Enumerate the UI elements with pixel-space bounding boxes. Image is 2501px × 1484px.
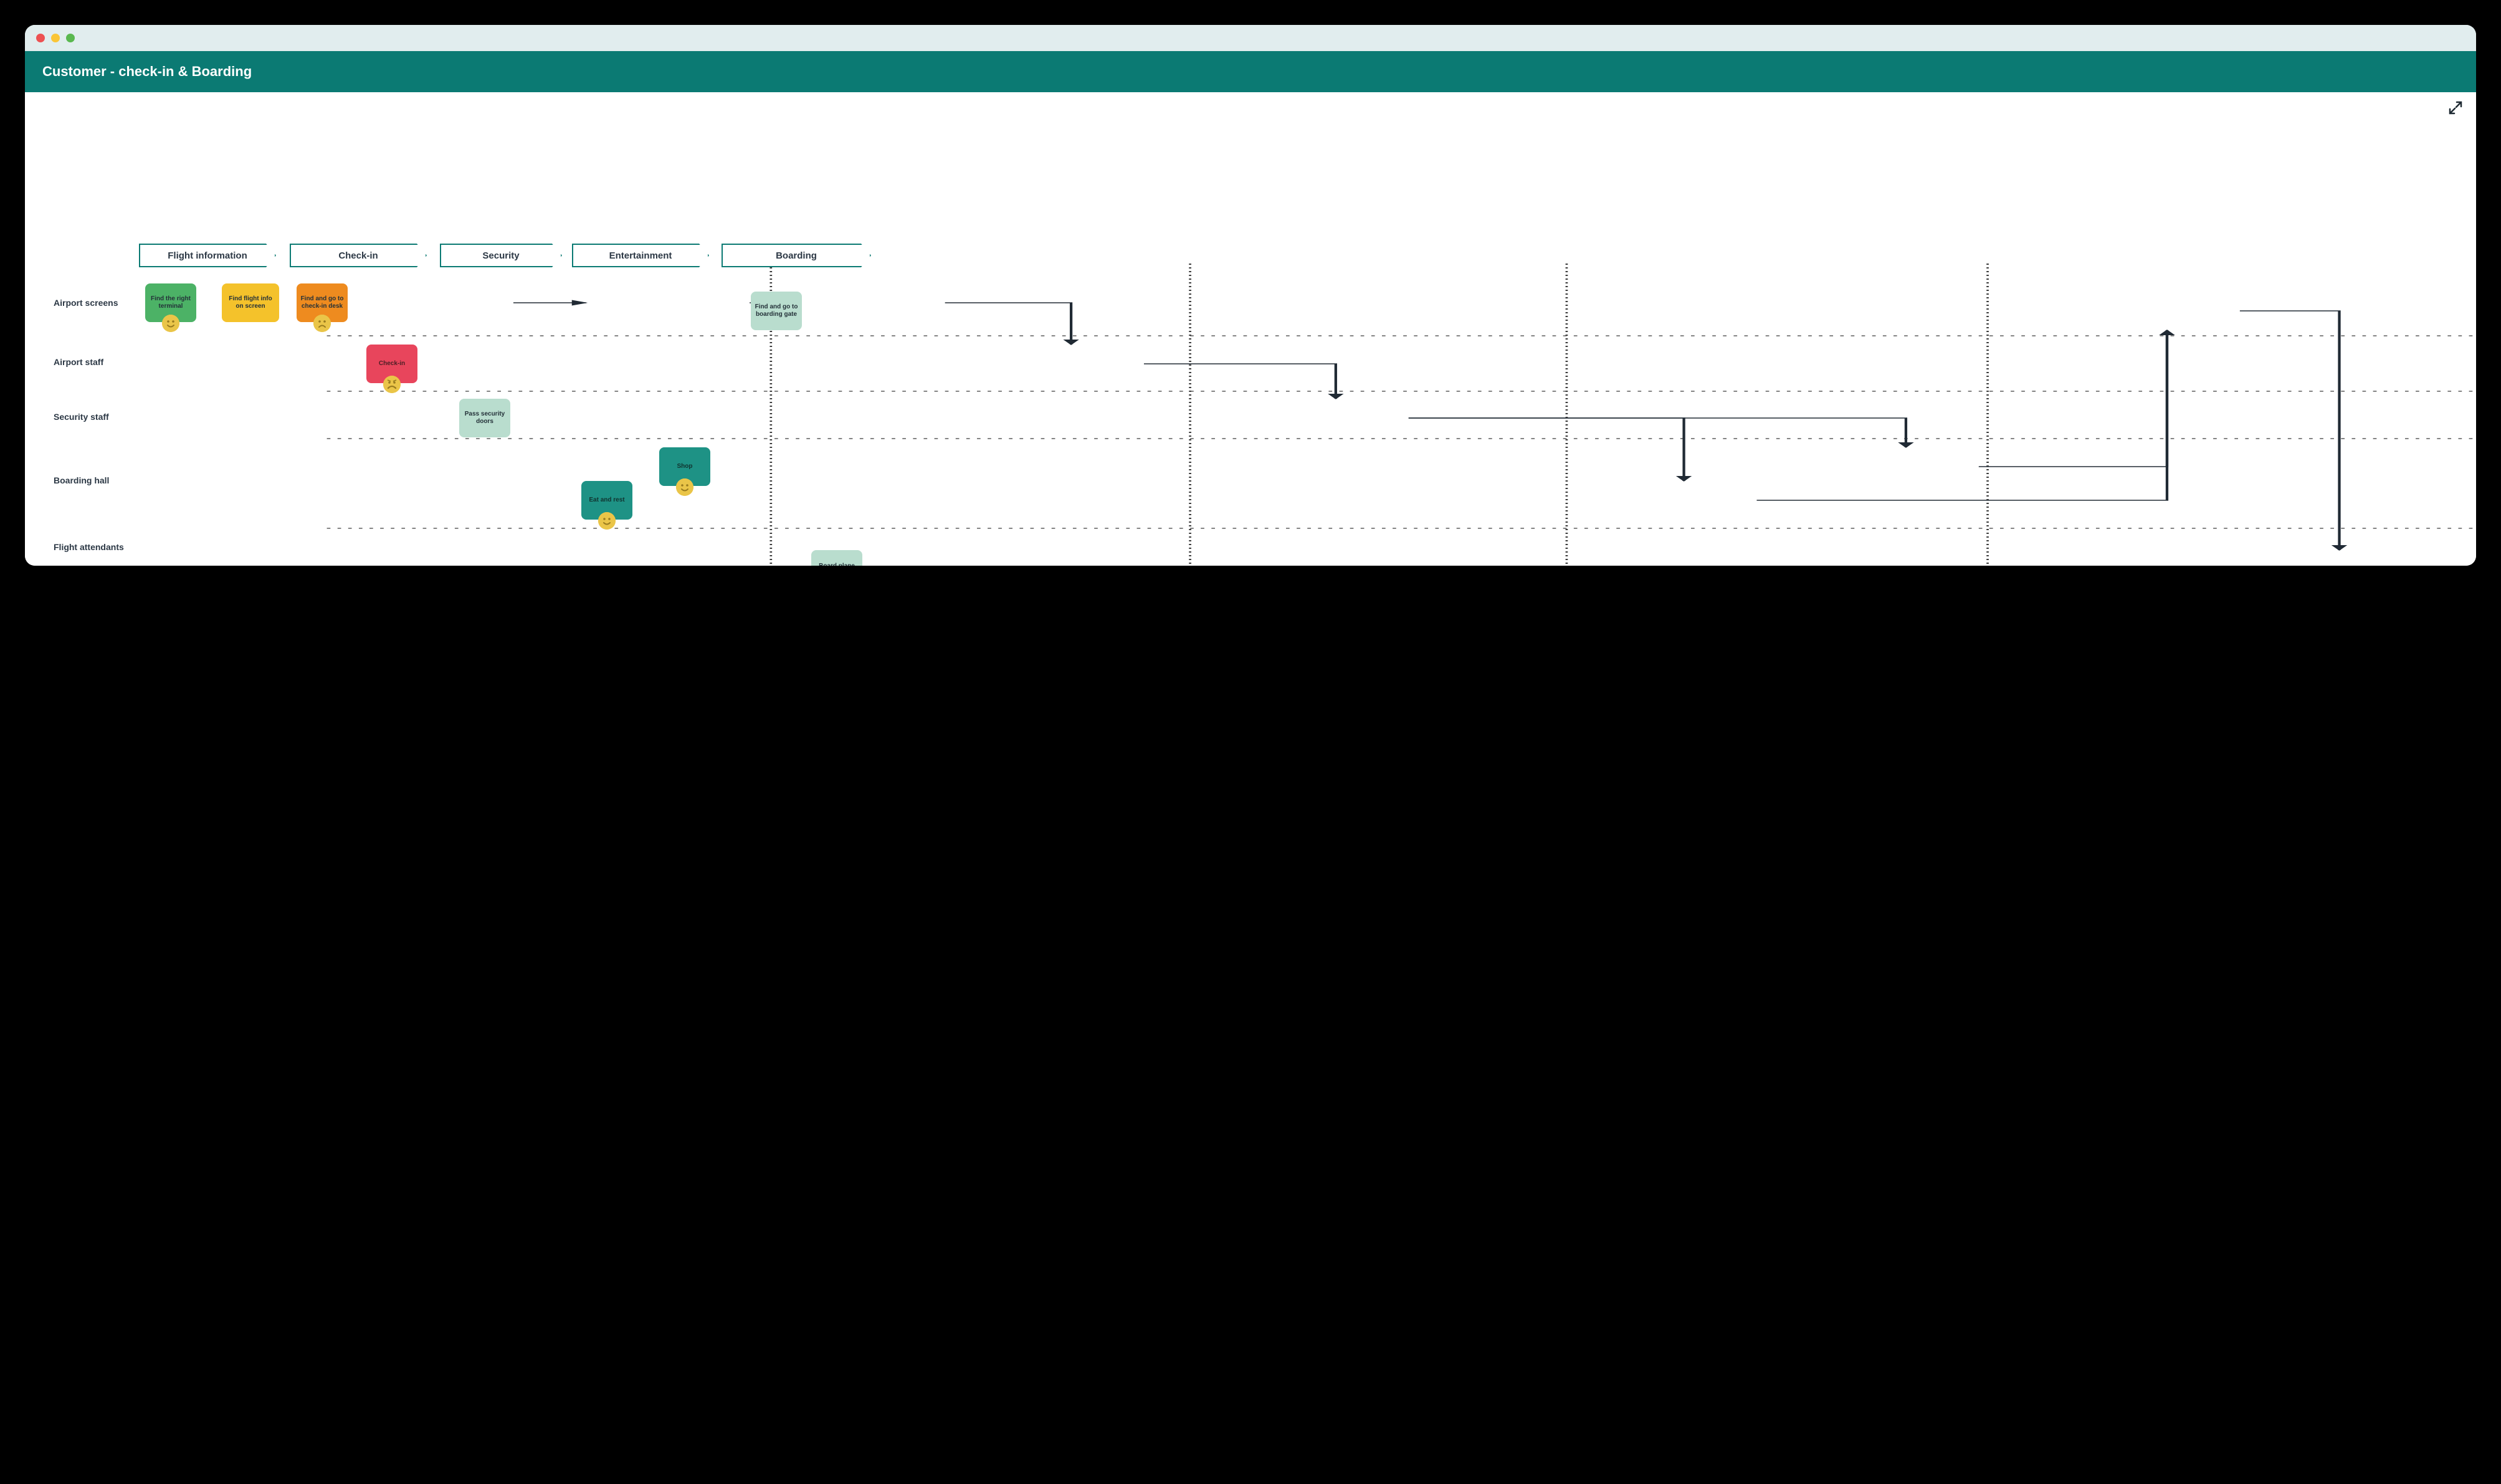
minimize-dot[interactable] [51, 34, 60, 42]
banner-title: Customer - check-in & Boarding [42, 64, 252, 79]
flow-node-n8[interactable]: Find and go to boarding gate [751, 292, 802, 330]
phase-header: Check-in [290, 244, 427, 267]
lane-label: Flight attendants [54, 542, 124, 552]
close-dot[interactable] [36, 34, 45, 42]
window-titlebar [25, 25, 2476, 51]
phase-header: Entertainment [572, 244, 709, 267]
flow-node-n9[interactable]: Board plane [811, 550, 862, 566]
phase-header: Flight information [139, 244, 276, 267]
flow-node-n2[interactable]: Find flight info on screen [222, 283, 279, 322]
flow-node-n5[interactable]: Pass security doors [459, 399, 510, 437]
phase-header: Security [440, 244, 562, 267]
angry-face-icon [383, 376, 401, 393]
mock-browser-window: Customer - check-in & Boarding Flight in… [25, 25, 2476, 566]
diagram-canvas: Flight information Check-in Security Entert… [25, 92, 2476, 566]
sad-face-icon [313, 315, 331, 332]
lane-label: Airport staff [54, 357, 103, 367]
lane-label: Boarding hall [54, 475, 109, 485]
lane-label: Airport screens [54, 298, 118, 308]
maximize-dot[interactable] [66, 34, 75, 42]
lane-label: Security staff [54, 412, 109, 422]
diagram-svg [25, 92, 2476, 566]
phase-header: Boarding [722, 244, 871, 267]
happy-face-icon [598, 512, 616, 530]
happy-face-icon [162, 315, 179, 332]
happy-face-icon [676, 478, 693, 496]
page-banner: Customer - check-in & Boarding [25, 51, 2476, 92]
